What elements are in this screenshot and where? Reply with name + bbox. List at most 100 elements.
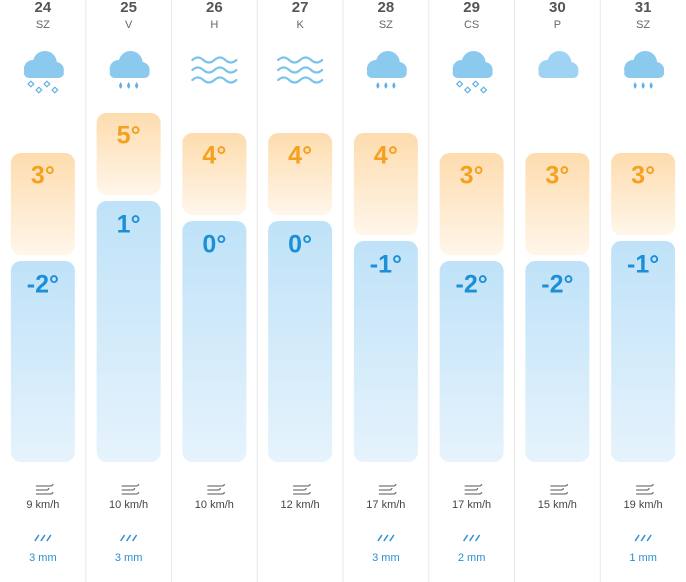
date: 27 (292, 0, 309, 16)
weekday: SZ (36, 19, 50, 31)
low-bar (268, 221, 333, 462)
wind-speed: 17 km/h (366, 499, 405, 511)
icon-part (634, 534, 640, 542)
high-bar (268, 133, 333, 215)
icon-part (455, 80, 464, 88)
icon-part (277, 56, 324, 64)
icon-part (392, 82, 396, 89)
date: 30 (549, 0, 566, 16)
icon-part (40, 534, 46, 542)
high-bar (439, 153, 504, 255)
date: 28 (378, 0, 395, 16)
icon-part (127, 82, 131, 89)
low-bar (10, 261, 75, 462)
high-label: 5° (117, 122, 141, 150)
icon-part (35, 487, 50, 491)
icon-part (109, 68, 150, 78)
high-bar (525, 153, 590, 255)
date: 25 (120, 0, 137, 16)
icon-part (43, 80, 51, 88)
date: 29 (463, 0, 480, 16)
precipitation: 3 mm (29, 552, 57, 564)
icon-part (641, 82, 645, 89)
icon-part (550, 487, 565, 491)
wind-speed: 19 km/h (624, 499, 663, 511)
date: 26 (206, 0, 223, 16)
icon-part (121, 483, 140, 487)
icon-part (475, 534, 481, 542)
low-bar (353, 241, 418, 462)
high-label: 3° (545, 162, 569, 190)
icon-part (132, 534, 138, 542)
high-label: 4° (288, 142, 312, 170)
low-label: 1° (117, 211, 141, 239)
wind-icon (636, 483, 654, 495)
high-bar (611, 153, 676, 235)
icon-part (464, 483, 483, 487)
icon-part (550, 491, 569, 495)
high-label: 3° (31, 162, 55, 190)
icon-part (27, 80, 35, 88)
wind-speed: 10 km/h (195, 499, 234, 511)
icon-part (463, 534, 469, 542)
icon-part (377, 534, 383, 542)
wind-speed: 17 km/h (452, 499, 491, 511)
icon-part (378, 483, 397, 487)
icon-part (119, 82, 123, 89)
high-label: 3° (460, 162, 484, 190)
low-bar (96, 201, 161, 462)
low-label: -1° (370, 251, 402, 279)
weather-icon (538, 51, 579, 78)
icon-part (469, 534, 475, 542)
low-label: -2° (456, 271, 488, 299)
icon-part (636, 491, 654, 495)
icon-part (126, 534, 132, 542)
wind-speed: 12 km/h (281, 499, 320, 511)
weekday: SZ (636, 19, 650, 31)
low-bar (439, 261, 504, 462)
icon-part (121, 487, 136, 491)
icon-part (636, 483, 654, 487)
icon-part (376, 82, 380, 89)
wind-icon (207, 483, 226, 495)
high-label: 4° (374, 142, 398, 170)
icon-part (384, 82, 388, 89)
high-bar (96, 113, 161, 195)
icon-part (479, 86, 488, 94)
rain-icon (34, 534, 52, 542)
weather-icon (366, 51, 407, 89)
high-label: 4° (202, 142, 226, 170)
icon-part (624, 68, 665, 78)
icon-part (471, 80, 480, 88)
icon-part (191, 76, 238, 84)
icon-part (191, 56, 238, 64)
rain-icon (463, 534, 481, 542)
wind-icon (121, 483, 140, 495)
icon-part (550, 483, 569, 487)
icon-part (389, 534, 395, 542)
precipitation: 3 mm (115, 552, 143, 564)
icon-part (463, 86, 472, 94)
low-label: -1° (627, 251, 659, 279)
wind-icon (464, 483, 483, 495)
date: 31 (635, 0, 652, 16)
high-bar (353, 133, 418, 235)
icon-part (191, 66, 238, 74)
low-label: 0° (288, 231, 312, 259)
icon-part (51, 86, 59, 94)
wind-icon (35, 483, 54, 495)
weekday: V (125, 19, 133, 31)
high-bar (182, 133, 247, 215)
date: 24 (35, 0, 52, 16)
icon-part (34, 534, 40, 542)
low-label: -2° (541, 271, 573, 299)
low-bar (525, 261, 590, 462)
weekday: SZ (379, 19, 393, 31)
icon-part (464, 487, 479, 491)
high-label: 3° (631, 162, 655, 190)
icon-part (378, 491, 397, 495)
rain-icon (120, 534, 138, 542)
wind-icon (550, 483, 569, 495)
rain-icon (634, 534, 652, 542)
